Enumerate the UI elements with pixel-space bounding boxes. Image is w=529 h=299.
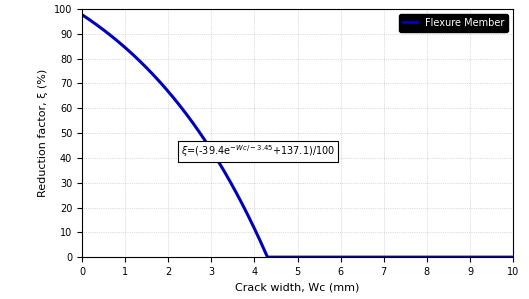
Y-axis label: Reduction factor, ξ (%): Reduction factor, ξ (%) (38, 69, 48, 197)
Text: $\xi$=(-39.4e$^{-Wc/-3.45}$+137.1)/100: $\xi$=(-39.4e$^{-Wc/-3.45}$+137.1)/100 (181, 144, 335, 159)
X-axis label: Crack width, Wc (mm): Crack width, Wc (mm) (235, 283, 360, 292)
Legend: Flexure Member: Flexure Member (399, 14, 508, 32)
